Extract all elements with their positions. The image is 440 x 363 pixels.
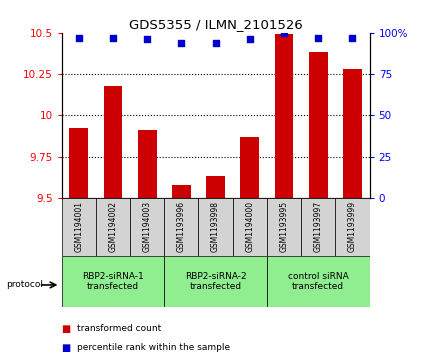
Bar [267, 198, 301, 256]
Point [110, 35, 117, 41]
Point [75, 35, 82, 41]
Bar [206, 176, 225, 198]
Point [143, 36, 150, 42]
Text: ■: ■ [62, 323, 71, 334]
Text: GSM1194003: GSM1194003 [143, 201, 152, 252]
Bar [233, 198, 267, 256]
Bar [130, 198, 164, 256]
Text: GSM1193996: GSM1193996 [177, 201, 186, 252]
Text: GSM1194002: GSM1194002 [108, 201, 117, 252]
Bar [343, 69, 362, 198]
Point [212, 40, 219, 45]
Text: GSM1193998: GSM1193998 [211, 201, 220, 252]
Title: GDS5355 / ILMN_2101526: GDS5355 / ILMN_2101526 [129, 19, 302, 32]
Text: GSM1194000: GSM1194000 [246, 201, 254, 252]
Point [178, 40, 185, 45]
Bar [267, 256, 370, 307]
Text: RBP2-siRNA-2
transfected: RBP2-siRNA-2 transfected [185, 272, 246, 291]
Point [349, 35, 356, 41]
Bar [70, 129, 88, 198]
Bar [96, 198, 130, 256]
Text: transformed count: transformed count [77, 324, 161, 333]
Text: GSM1193997: GSM1193997 [314, 201, 323, 252]
Bar [335, 198, 370, 256]
Bar [275, 34, 293, 198]
Bar [301, 198, 335, 256]
Point [281, 30, 288, 36]
Bar [164, 198, 198, 256]
Bar [62, 256, 164, 307]
Text: GSM1193999: GSM1193999 [348, 201, 357, 252]
Bar [172, 185, 191, 198]
Point [246, 36, 253, 42]
Text: GSM1194001: GSM1194001 [74, 201, 83, 252]
Bar [309, 53, 328, 198]
Point [315, 35, 322, 41]
Text: control siRNA
transfected: control siRNA transfected [288, 272, 348, 291]
Bar [240, 137, 259, 198]
Text: RBP2-siRNA-1
transfected: RBP2-siRNA-1 transfected [82, 272, 144, 291]
Text: percentile rank within the sample: percentile rank within the sample [77, 343, 230, 352]
Bar [138, 130, 157, 198]
Text: protocol: protocol [7, 281, 44, 289]
Text: GSM1193995: GSM1193995 [279, 201, 289, 252]
Bar [198, 198, 233, 256]
Bar [164, 256, 267, 307]
Bar [62, 198, 96, 256]
Bar [103, 86, 122, 198]
Text: ■: ■ [62, 343, 71, 353]
